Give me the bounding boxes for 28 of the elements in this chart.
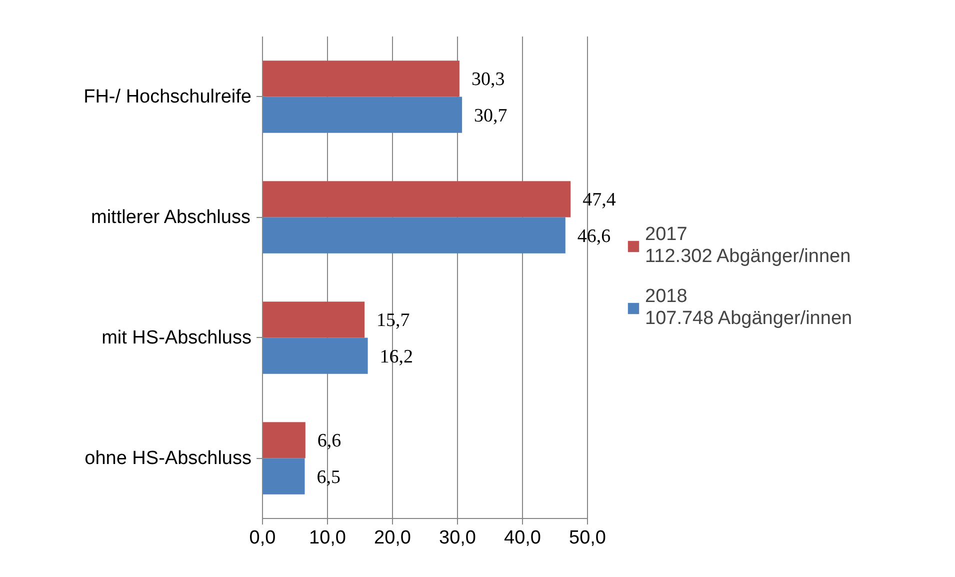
y-tick-label: mit HS-Abschluss xyxy=(102,327,252,348)
x-tick-label: 30,0 xyxy=(439,528,476,548)
data-label: 6,5 xyxy=(316,466,340,488)
bar xyxy=(262,458,305,494)
x-tick-label: 10,0 xyxy=(309,528,346,548)
data-label: 47,4 xyxy=(582,190,616,211)
bar xyxy=(262,96,462,133)
data-label: 30,7 xyxy=(474,105,508,126)
x-tick-label: 20,0 xyxy=(374,528,411,548)
bar xyxy=(262,338,368,374)
y-tick-label: ohne HS-Abschluss xyxy=(84,448,252,469)
x-tick-label: 0,0 xyxy=(249,528,276,548)
bar xyxy=(262,302,365,338)
bar xyxy=(262,422,306,458)
data-label: 30,3 xyxy=(471,69,505,90)
x-tick-label: 50,0 xyxy=(569,528,606,548)
legend-label: 2017 112.302 Abgänger/innen xyxy=(645,224,851,268)
data-label: 6,6 xyxy=(317,430,342,452)
legend-label: 2018 107.748 Abgänger/innen xyxy=(645,286,852,330)
bar xyxy=(262,60,460,97)
y-tick-label: mittlerer Abschluss xyxy=(91,206,250,228)
bar xyxy=(262,217,566,254)
bar xyxy=(262,181,571,218)
data-label: 15,7 xyxy=(376,310,410,332)
data-label: 46,6 xyxy=(577,226,611,247)
x-tick-label: 40,0 xyxy=(504,528,541,548)
y-tick-label: FH-/ Hochschulreife xyxy=(84,86,252,108)
data-label: 16,2 xyxy=(380,346,414,368)
